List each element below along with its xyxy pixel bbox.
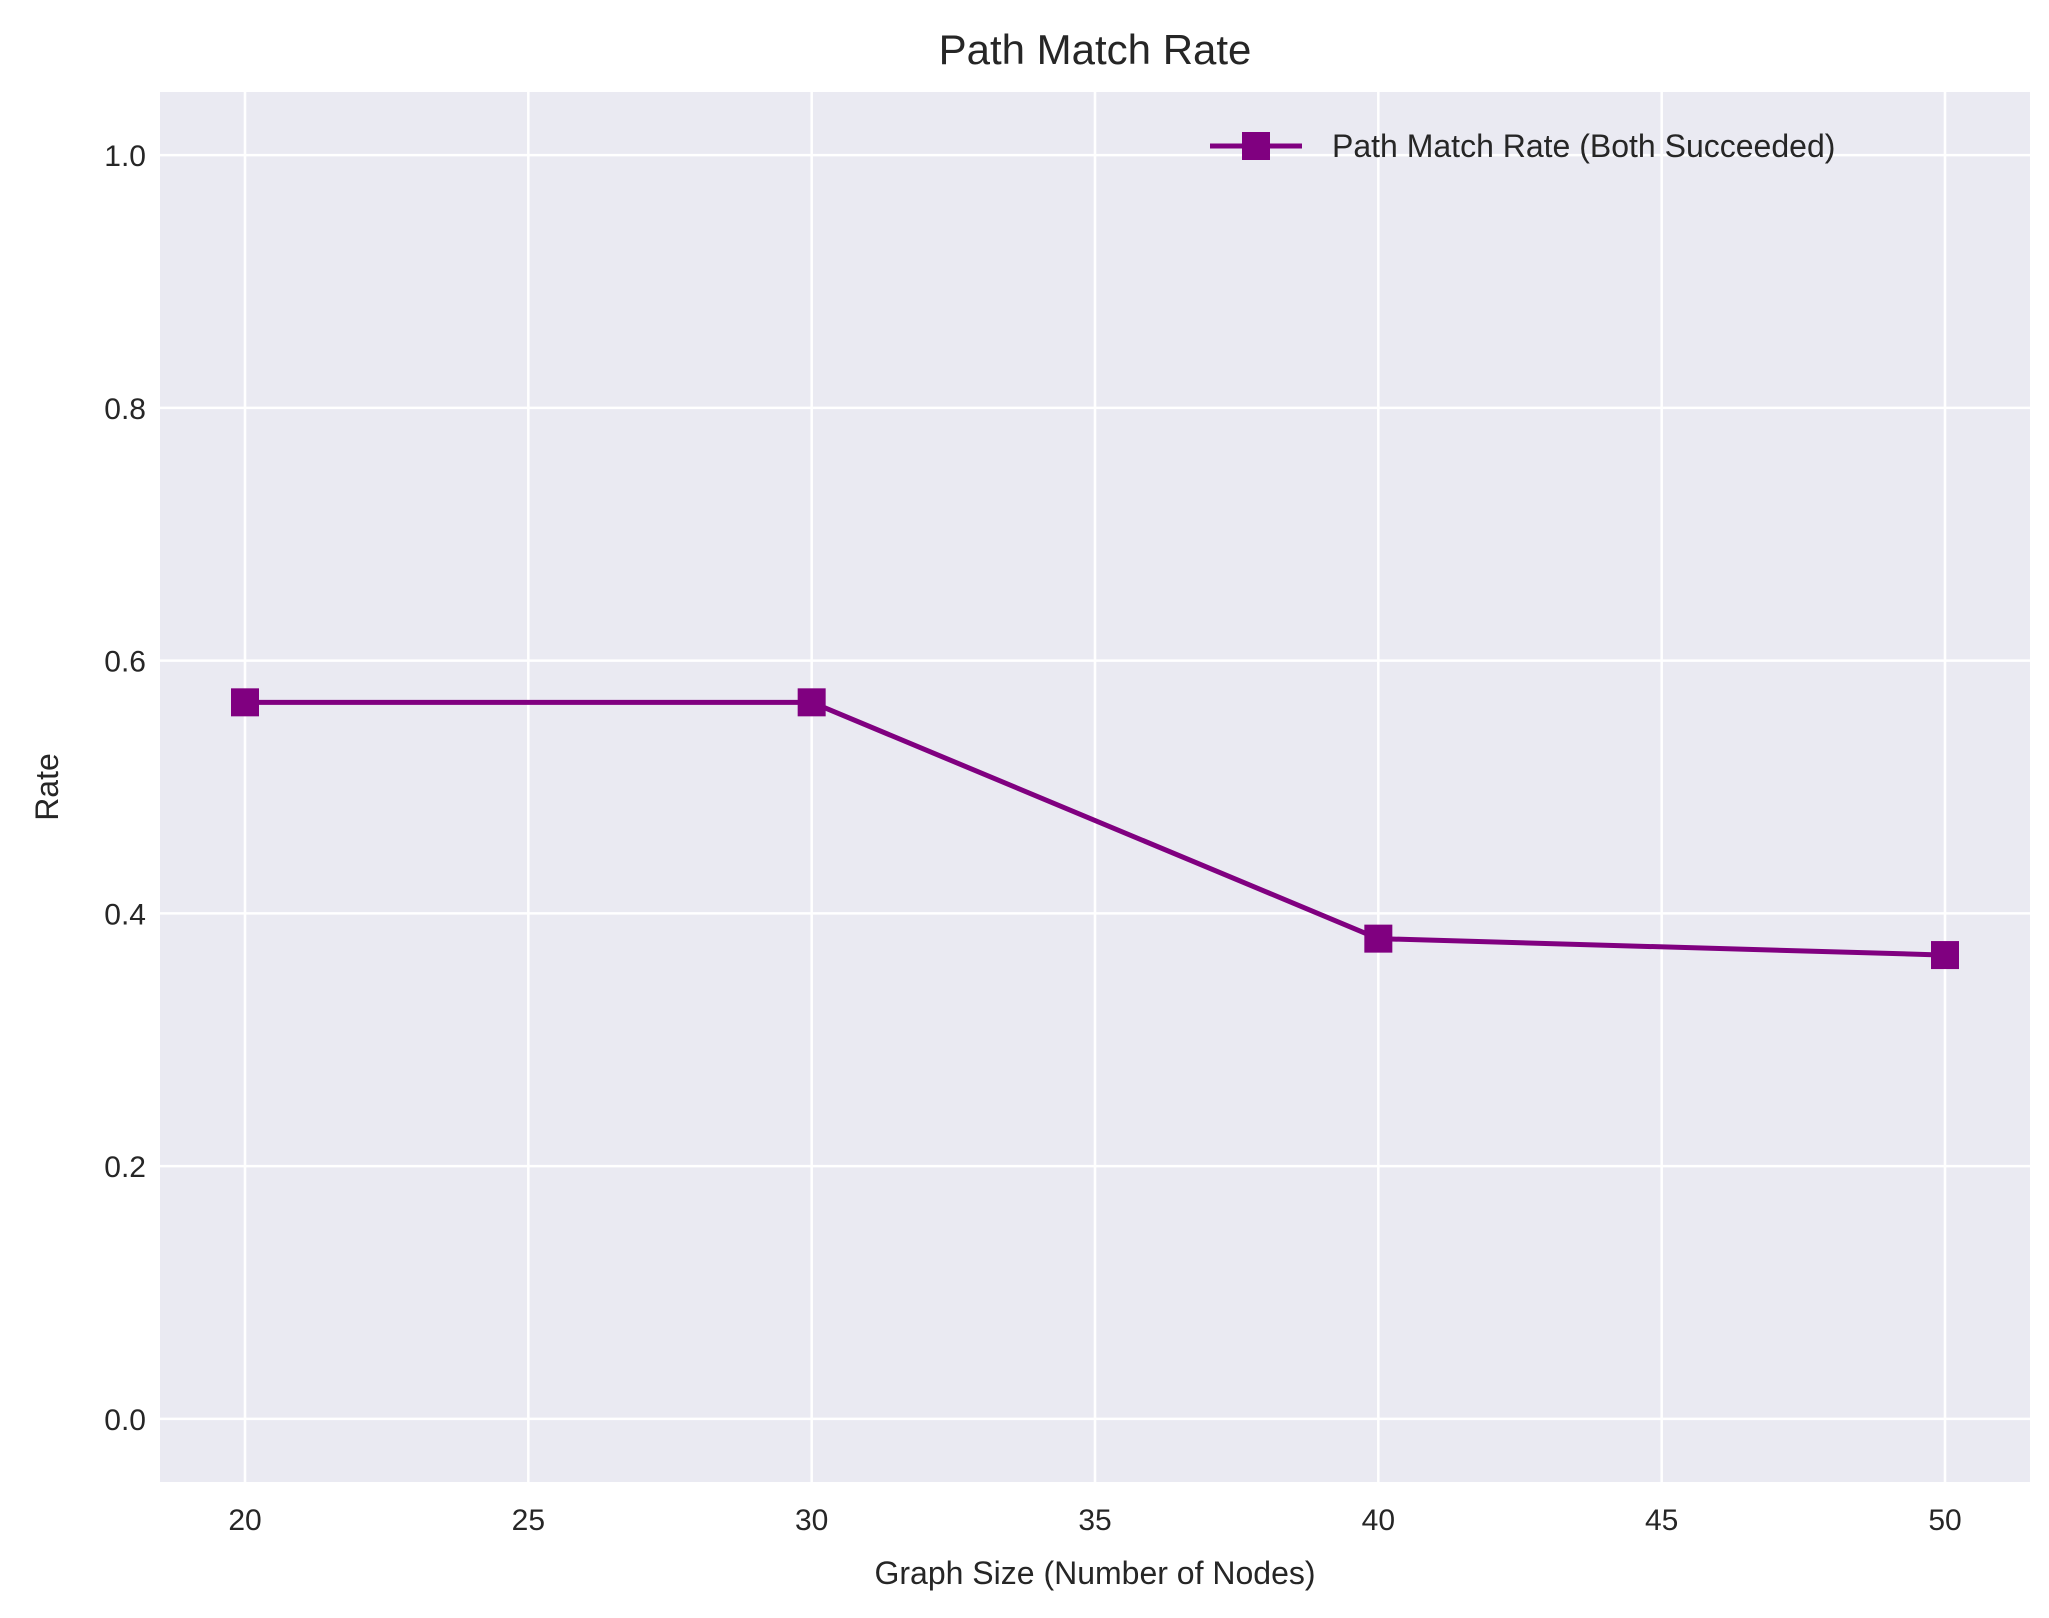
x-tick-label: 35 (1078, 1504, 1111, 1537)
chart-title: Path Match Rate (939, 26, 1252, 73)
data-point (797, 688, 826, 717)
legend-label: Path Match Rate (Both Succeeded) (1332, 128, 1835, 164)
y-tick-labels: 0.0 0.2 0.4 0.6 0.8 1.0 (104, 140, 146, 1437)
y-tick-label: 0.0 (104, 1404, 146, 1437)
x-tick-label: 45 (1645, 1504, 1678, 1537)
series (231, 688, 1959, 970)
x-tick-label: 50 (1928, 1504, 1961, 1537)
y-tick-label: 0.6 (104, 646, 146, 679)
data-point (1931, 941, 1959, 970)
y-tick-label: 0.2 (104, 1151, 146, 1184)
x-tick-label: 40 (1362, 1504, 1395, 1537)
y-axis-label: Rate (29, 753, 65, 821)
x-axis-label: Graph Size (Number of Nodes) (874, 1555, 1315, 1591)
x-tick-label: 30 (795, 1504, 828, 1537)
x-tick-label: 20 (228, 1504, 261, 1537)
y-tick-label: 0.4 (104, 898, 146, 931)
legend-marker (1242, 132, 1270, 160)
y-tick-label: 0.8 (104, 393, 146, 426)
y-tick-label: 1.0 (104, 140, 146, 173)
series-line (242, 699, 1948, 958)
x-tick-label: 25 (512, 1504, 545, 1537)
data-point (231, 688, 259, 717)
data-point (1364, 924, 1393, 953)
grid (160, 92, 2030, 1482)
legend: Path Match Rate (Both Succeeded) (1210, 128, 1835, 164)
x-tick-labels: 20 25 30 35 40 45 50 (228, 1504, 1961, 1537)
